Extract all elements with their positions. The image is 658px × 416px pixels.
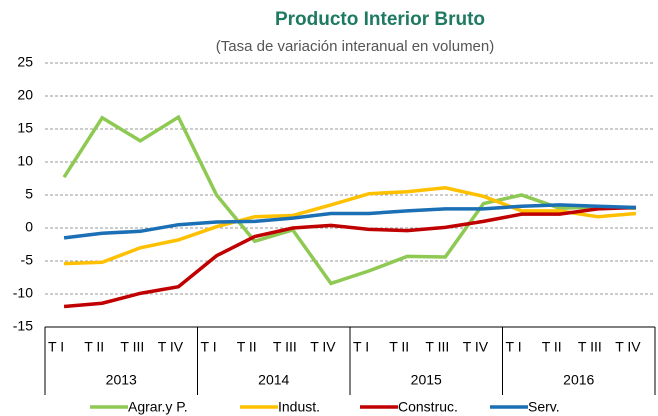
x-tick-label: T II	[237, 339, 257, 355]
x-tick-label: T I	[506, 339, 522, 355]
y-tick-label: 0	[25, 219, 33, 235]
legend-label: Serv.	[528, 399, 560, 415]
y-tick-label: 25	[17, 54, 33, 70]
x-tick-label: T III	[273, 339, 297, 355]
chart-title: Producto Interior Bruto	[275, 9, 485, 30]
x-tick-label: T I	[48, 339, 64, 355]
x-tick-label: T III	[120, 339, 144, 355]
legend-label: Indust.	[278, 399, 320, 415]
series-line	[63, 203, 636, 240]
y-tick-label: -5	[21, 252, 34, 268]
x-tick-label: T I	[353, 339, 369, 355]
chart-subtitle: (Tasa de variación interanual en volumen…	[216, 38, 495, 55]
y-tick-label: 20	[17, 87, 33, 103]
group-label: 2015	[411, 372, 442, 388]
series-line	[63, 205, 636, 309]
y-tick-label: -15	[13, 318, 33, 334]
x-tick-label: T IV	[158, 339, 184, 355]
x-tick-label: T II	[542, 339, 562, 355]
legend-label: Agrar.y P.	[128, 399, 188, 415]
x-tick-label: T III	[578, 339, 602, 355]
series-line	[62, 114, 636, 286]
x-tick-label: T IV	[310, 339, 336, 355]
x-tick-label: T IV	[463, 339, 489, 355]
group-label: 2014	[258, 372, 289, 388]
x-tick-label: T I	[201, 339, 217, 355]
x-tick-label: T II	[84, 339, 104, 355]
y-tick-label: -10	[13, 285, 33, 301]
series-line	[64, 185, 637, 266]
legend-label: Construc.	[398, 399, 458, 415]
x-tick-label: T II	[389, 339, 409, 355]
group-label: 2013	[106, 372, 137, 388]
y-tick-label: 10	[17, 153, 33, 169]
y-tick-label: 15	[17, 120, 33, 136]
group-label: 2016	[563, 372, 594, 388]
x-tick-label: T IV	[615, 339, 641, 355]
x-tick-label: T III	[425, 339, 449, 355]
y-tick-label: 5	[25, 186, 33, 202]
